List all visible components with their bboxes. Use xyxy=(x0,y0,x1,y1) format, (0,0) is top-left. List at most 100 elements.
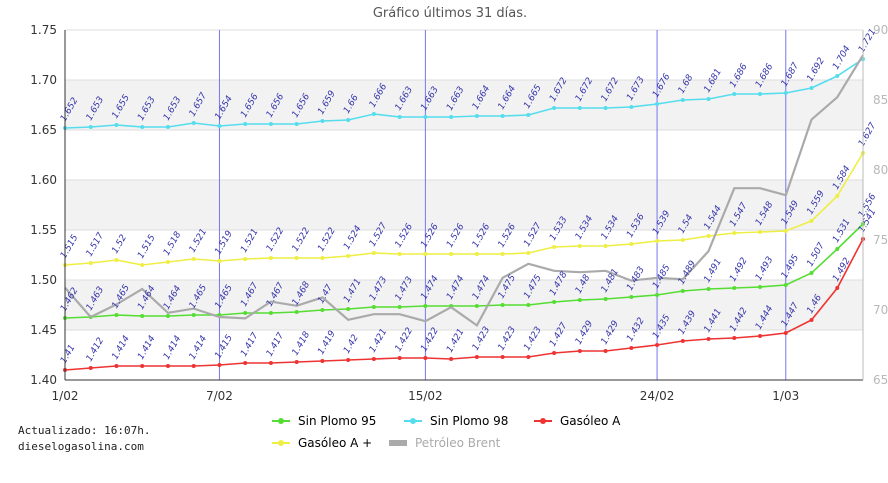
data-point xyxy=(680,339,685,343)
data-point xyxy=(191,121,196,125)
data-point xyxy=(603,244,608,248)
data-point xyxy=(423,252,428,256)
data-point xyxy=(655,102,660,106)
data-point xyxy=(449,357,454,361)
data-point xyxy=(165,260,170,264)
data-point xyxy=(809,219,814,223)
grid-band xyxy=(65,180,863,230)
data-label: 1.507 xyxy=(805,241,827,269)
data-point xyxy=(783,331,788,335)
data-point xyxy=(191,364,196,368)
data-point xyxy=(320,256,325,260)
data-label: 1.692 xyxy=(805,56,827,84)
y2-tick-label: 80 xyxy=(873,163,888,177)
data-point xyxy=(449,115,454,119)
legend-label: Sin Plomo 98 xyxy=(430,414,509,428)
x-tick-label: 24/02 xyxy=(640,389,675,403)
data-point xyxy=(603,297,608,301)
data-point xyxy=(706,234,711,238)
data-point xyxy=(320,119,325,123)
data-point xyxy=(500,252,505,256)
y-tick-label: 1.45 xyxy=(30,323,57,337)
data-point xyxy=(809,318,814,322)
data-point xyxy=(165,314,170,318)
data-point xyxy=(397,305,402,309)
data-point xyxy=(165,125,170,129)
grid-band xyxy=(65,80,863,130)
data-point xyxy=(526,113,531,117)
legend-swatch-icon xyxy=(272,438,290,448)
data-point xyxy=(88,261,93,265)
legend-item-gasoleo-a[interactable]: Gasóleo A xyxy=(534,414,620,428)
data-label: 1.414 xyxy=(188,334,210,362)
data-point xyxy=(526,303,531,307)
data-point xyxy=(114,364,119,368)
data-point xyxy=(552,245,557,249)
data-point xyxy=(758,334,763,338)
data-label: 1.521 xyxy=(239,227,261,254)
data-point xyxy=(655,239,660,243)
data-point xyxy=(526,355,531,359)
legend-item-sin-plomo-95[interactable]: Sin Plomo 95 xyxy=(272,414,376,428)
data-point xyxy=(294,122,299,126)
legend-item-sin-plomo-98[interactable]: Sin Plomo 98 xyxy=(404,414,508,428)
data-point xyxy=(397,115,402,119)
data-point xyxy=(140,263,145,267)
data-point xyxy=(243,361,248,365)
chart-footer: Actualizado: 16:07h. dieselogasolina.com xyxy=(18,423,150,455)
data-point xyxy=(552,106,557,110)
y-tick-label: 1.70 xyxy=(30,73,57,87)
data-label: 1.519 xyxy=(213,229,235,257)
data-point xyxy=(268,361,273,365)
data-label: 1.415 xyxy=(213,333,235,361)
data-point xyxy=(732,92,737,96)
y-tick-label: 1.60 xyxy=(30,173,57,187)
data-point xyxy=(577,349,582,353)
y2-tick-label: 70 xyxy=(873,303,888,317)
y-tick-label: 1.50 xyxy=(30,273,57,287)
data-point xyxy=(835,74,840,78)
legend-item-gasoleo-a-plus[interactable]: Gasóleo A + xyxy=(272,436,372,450)
data-point xyxy=(294,256,299,260)
legend-swatch-icon xyxy=(389,438,407,448)
data-point xyxy=(140,314,145,318)
price-chart: 1.462 1.463 1.465 1.464 1.464 1.465 1.465 1.467… xyxy=(30,6,888,403)
data-point xyxy=(835,286,840,290)
data-point xyxy=(217,259,222,263)
data-point xyxy=(88,125,93,129)
data-point xyxy=(603,349,608,353)
y-tick-label: 1.55 xyxy=(30,223,57,237)
y2-tick-label: 85 xyxy=(873,93,888,107)
data-label: 1.515 xyxy=(136,233,158,261)
data-point xyxy=(552,351,557,355)
y2-tick-label: 75 xyxy=(873,233,888,247)
data-point xyxy=(140,125,145,129)
data-point xyxy=(346,118,351,122)
data-point xyxy=(371,305,376,309)
data-point xyxy=(320,359,325,363)
chart-series-lines xyxy=(63,54,865,372)
data-label: 1.518 xyxy=(162,230,184,258)
data-point xyxy=(835,194,840,198)
data-point xyxy=(706,97,711,101)
data-point xyxy=(423,304,428,308)
data-point xyxy=(217,124,222,128)
x-tick-label: 15/02 xyxy=(408,389,443,403)
legend-item-petroleo-brent[interactable]: Petróleo Brent xyxy=(389,436,500,450)
legend-label: Gasóleo A + xyxy=(298,436,373,450)
data-point xyxy=(397,356,402,360)
data-point xyxy=(732,336,737,340)
data-label: 1.521 xyxy=(188,227,210,254)
data-point xyxy=(629,295,634,299)
x-tick-label: 1/03 xyxy=(772,389,799,403)
data-point xyxy=(500,114,505,118)
data-label: 1.419 xyxy=(316,329,338,357)
x-tick-label: 7/02 xyxy=(206,389,233,403)
series-line xyxy=(64,152,864,266)
data-point xyxy=(732,231,737,235)
data-point xyxy=(268,122,273,126)
data-point xyxy=(758,92,763,96)
data-point xyxy=(243,311,248,315)
data-point xyxy=(655,343,660,347)
data-point xyxy=(320,308,325,312)
